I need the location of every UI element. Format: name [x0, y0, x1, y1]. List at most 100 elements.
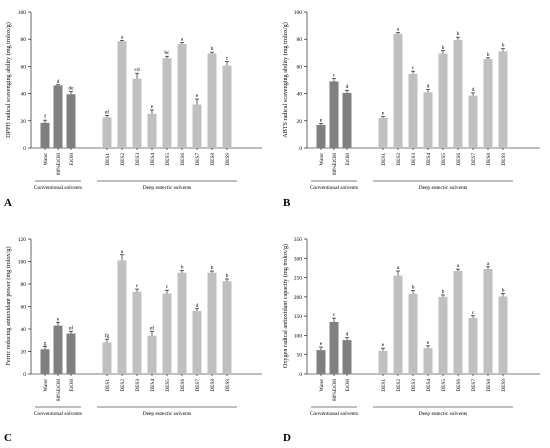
- group-label-conventional: Conventional solvents: [310, 411, 358, 417]
- bar-DES9: [498, 51, 508, 148]
- panel-label: B: [283, 197, 291, 209]
- y-tick-label: 350: [294, 237, 303, 243]
- significance-letter: b: [412, 285, 415, 291]
- significance-letter: a: [487, 261, 490, 267]
- group-label-conventional: Conventional solvents: [310, 185, 358, 191]
- panel-label: A: [4, 197, 12, 209]
- y-tick-label: 20: [297, 119, 303, 125]
- x-tick-label: 80%EtOH: [56, 153, 62, 175]
- y-tick-label: 60: [21, 64, 27, 70]
- significance-letter: d: [196, 303, 199, 309]
- significance-letter: a: [121, 34, 124, 40]
- significance-letter: a: [397, 265, 400, 271]
- bar-DES6: [453, 39, 463, 148]
- y-tick-label: 100: [18, 10, 27, 16]
- x-tick-label: 80%EtOH: [332, 379, 338, 401]
- bar-DES4: [147, 114, 157, 148]
- significance-letter: b: [442, 45, 445, 51]
- x-tick-label: EtOH: [69, 153, 75, 166]
- significance-letter: d: [57, 79, 60, 85]
- significance-letter: b: [442, 289, 445, 295]
- significance-letter: d: [427, 84, 430, 90]
- bar-DES3: [132, 78, 142, 148]
- bar-EtOH: [342, 340, 352, 374]
- significance-letter: e: [382, 111, 385, 117]
- y-tick-label: 200: [294, 295, 303, 301]
- x-tick-label: DES2: [120, 379, 126, 392]
- significance-letter: c: [412, 65, 415, 71]
- bar-DES2: [393, 33, 403, 149]
- significance-letter: a: [397, 27, 400, 33]
- y-axis-label: ABTS radical scavenging ability (mg trol…: [282, 22, 289, 138]
- significance-letter: b: [502, 43, 505, 49]
- y-tick-label: 250: [294, 276, 303, 282]
- bar-DES8: [483, 58, 493, 148]
- bar-80%EtOH: [329, 321, 339, 374]
- significance-letter: b: [226, 273, 229, 279]
- significance-letter: e: [320, 118, 323, 124]
- group-label-conventional: Conventional solvents: [34, 411, 82, 417]
- panel-label: D: [283, 432, 291, 444]
- y-tick-label: 0: [299, 146, 302, 152]
- significance-letter: c: [226, 56, 229, 62]
- bar-DES4: [147, 335, 157, 374]
- bar-DES6: [177, 43, 187, 148]
- panel-label: C: [4, 432, 12, 444]
- significance-letter: e: [196, 93, 199, 99]
- y-tick-label: 300: [294, 256, 303, 262]
- significance-letter: c: [333, 73, 336, 79]
- chart-panel-A: 0 20 40 60 80 100 DPPH radical scavenging abil…: [4, 10, 262, 209]
- bar-Water: [316, 350, 326, 374]
- significance-letter: c: [472, 310, 475, 316]
- group-label-des: Deep eutectic solvents: [419, 185, 468, 191]
- x-tick-label: DES1: [105, 153, 111, 166]
- x-tick-label: DES6: [456, 153, 462, 166]
- bar-Water: [40, 122, 50, 148]
- significance-letter: ef: [69, 324, 73, 331]
- x-tick-label: Water: [43, 153, 49, 166]
- x-tick-label: DES9: [225, 153, 231, 166]
- x-tick-label: DES2: [396, 379, 402, 392]
- x-tick-label: DES4: [426, 153, 432, 166]
- significance-letter: ef: [105, 108, 109, 115]
- bar-DES6: [177, 272, 187, 374]
- significance-letter: c: [136, 283, 139, 289]
- significance-letter: b: [502, 287, 505, 293]
- bar-DES9: [222, 65, 232, 148]
- bar-DES5: [438, 53, 448, 149]
- y-tick-label: 80: [21, 37, 27, 43]
- y-axis-label: DPPH radical scavenging ability (mg trol…: [5, 22, 12, 138]
- bar-EtOH: [66, 94, 76, 148]
- x-tick-label: Water: [319, 379, 325, 392]
- significance-letter: a: [457, 263, 460, 269]
- significance-letter: cd: [134, 67, 139, 73]
- x-tick-label: DES5: [165, 153, 171, 166]
- group-label-conventional: Conventional solvents: [34, 185, 82, 191]
- x-tick-label: DES3: [411, 153, 417, 166]
- significance-letter: g: [44, 340, 47, 346]
- x-tick-label: DES1: [381, 379, 387, 392]
- y-tick-label: 0: [299, 372, 302, 378]
- bar-DES3: [408, 293, 418, 374]
- x-tick-label: DES6: [456, 379, 462, 392]
- significance-letter: e: [382, 342, 385, 348]
- y-tick-label: 120: [18, 237, 27, 243]
- bar-DES2: [117, 260, 127, 374]
- x-tick-label: EtOH: [345, 153, 351, 166]
- significance-letter: e: [427, 340, 430, 346]
- bar-DES2: [393, 275, 403, 374]
- y-tick-label: 60: [21, 305, 27, 311]
- bar-80%EtOH: [53, 85, 63, 148]
- y-tick-label: 20: [21, 350, 27, 356]
- bar-DES5: [162, 58, 172, 148]
- y-tick-label: 80: [297, 37, 303, 43]
- bar-DES1: [378, 118, 388, 148]
- chart-panel-C: 0 20 40 60 80 100 120 Ferric reducing antioxida…: [4, 237, 262, 444]
- significance-letter: c: [166, 284, 169, 290]
- x-tick-label: DES9: [501, 379, 507, 392]
- chart-panel-B: 0 20 40 60 80 100 ABTS radical scavenging abil…: [282, 10, 540, 209]
- y-tick-label: 40: [21, 327, 27, 333]
- y-tick-label: 40: [21, 92, 27, 98]
- bar-DES7: [192, 311, 202, 374]
